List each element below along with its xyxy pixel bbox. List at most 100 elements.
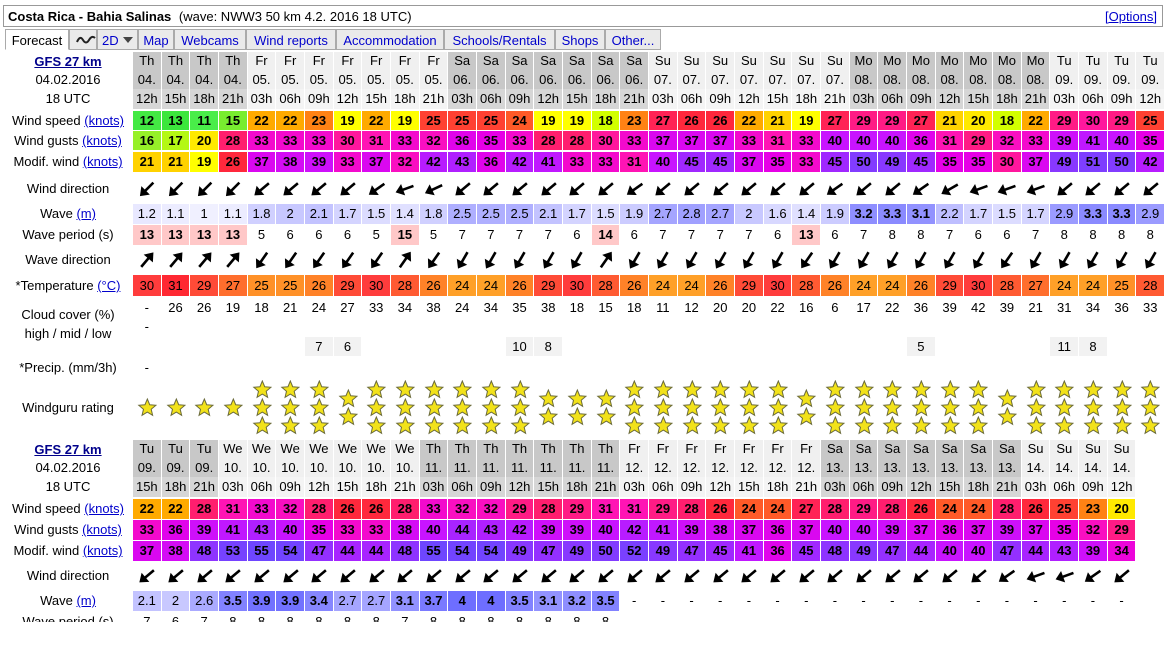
cloud-cell: 33 [1143,300,1158,315]
tab[interactable]: Forecast [5,29,69,50]
day-label: Th [419,440,448,458]
day-label: Fr [706,440,735,458]
row-label-text: Wave [40,593,73,608]
direction-arrow [455,182,471,196]
cloud-cell: 39 [999,300,1015,315]
value-cell: 7 [1021,225,1050,245]
direction-arrow [485,251,498,269]
value-cell: 28 [993,275,1021,296]
value-cell: 42 [1136,152,1165,172]
date-label: 10. [247,458,276,477]
value-cell: 42 [419,152,448,172]
tab[interactable]: Other... [605,29,661,50]
value-cell: 13 [792,225,821,245]
value-cell: 53 [219,541,247,561]
date-label: 08. [935,70,964,89]
date-label: 07. [649,70,677,89]
value-cell: 14 [591,225,620,245]
options-link[interactable]: [Options] [1104,9,1158,24]
value-cell: 33 [563,152,591,172]
date-label: 12. [706,458,735,477]
tab[interactable]: 2D [97,29,138,50]
value-cell: 29 [563,499,591,519]
row-label: Modif. wind (knots) [4,541,132,561]
row-label-text: Wind speed [11,501,81,516]
cloud-cell: 16 [799,300,814,315]
model-link[interactable]: GFS 27 km [34,442,102,457]
wave-icon[interactable] [76,34,96,46]
day-label: Sa [935,440,964,458]
model-link[interactable]: GFS 27 km [34,54,102,69]
date-label: 10. [305,458,333,477]
title: Costa Rica - Bahia Salinas [8,9,172,24]
row-unit-link[interactable]: (knots) [82,543,123,558]
value-cell: 28 [305,499,333,519]
date-label: 11. [591,458,620,477]
value-cell: 30 [563,275,591,296]
date-label: 08. [907,70,935,89]
day-label: Sa [505,52,534,70]
rating-stars [940,380,960,435]
day-label: Tu [133,440,161,458]
day-label: Tu [1050,52,1079,70]
rating-stars [997,388,1018,426]
row-unit-link[interactable]: (m) [76,593,96,608]
tab[interactable]: Wind reports [246,29,336,50]
value-cell: 2.7 [362,591,391,611]
row-unit-link[interactable]: (knots) [84,113,124,128]
value-cell: 37 [706,131,735,150]
value-cell: 37 [735,152,763,172]
value-cell: 24 [1050,275,1079,296]
tab[interactable]: Accommodation [336,29,444,50]
tab[interactable]: Webcams [174,29,246,50]
direction-arrow [513,251,526,269]
value-cell: 28 [219,131,247,150]
row-unit-link[interactable]: (knots) [82,522,122,537]
cloud-cell: 38 [540,300,556,315]
row-unit-link[interactable]: (m) [76,206,96,221]
value-cell: 33 [735,131,763,150]
direction-arrow [569,182,586,196]
value-cell: 47 [305,541,333,561]
value-cell: 1.9 [821,204,849,224]
row-unit-link[interactable]: (knots) [82,133,122,148]
value-cell: 31 [763,131,792,150]
value-cell: 24 [964,499,993,519]
row-unit-link[interactable]: (knots) [82,154,123,169]
value-cell: 13 [161,225,190,245]
value-cell: 1.7 [964,204,993,224]
value-cell: 19 [190,152,218,172]
tab[interactable]: Schools/Rentals [444,29,555,50]
direction-arrow [598,569,614,583]
day-label: Sa [849,440,878,458]
value-cell: 8 [505,612,534,622]
value-cell: - [1079,591,1107,611]
value-cell: 4 [448,591,477,611]
row-unit-link[interactable]: (°C) [97,278,121,293]
value-cell: 1.5 [591,204,620,224]
tab[interactable]: Map [138,29,174,50]
value-cell: 5 [247,225,276,245]
hour-label: 03h [219,477,247,497]
cloud-cell: 26 [196,300,212,315]
row-unit-link[interactable]: (knots) [84,501,124,516]
date-label: 09. [1107,70,1136,89]
tab[interactable]: Shops [555,29,605,50]
value-cell: 35 [1136,131,1165,150]
value-cell: 47 [878,541,907,561]
date-label: 07. [763,70,792,89]
dropdown-arrow[interactable] [123,36,133,44]
value-cell: 40 [878,131,907,150]
row-label: Wind speed (knots) [4,499,132,519]
value-cell: - [1107,591,1136,611]
value-cell: 8 [591,612,620,622]
value-cell: 3.3 [878,204,907,224]
date-label: 04. [133,70,161,89]
direction-arrow [913,182,930,196]
value-cell: 1.6 [763,204,792,224]
cloud-cell: 36 [1114,300,1129,315]
direction-arrow [1087,251,1100,269]
direction-arrow [827,182,844,196]
value-cell: 27 [792,499,821,519]
day-label: We [305,440,333,458]
